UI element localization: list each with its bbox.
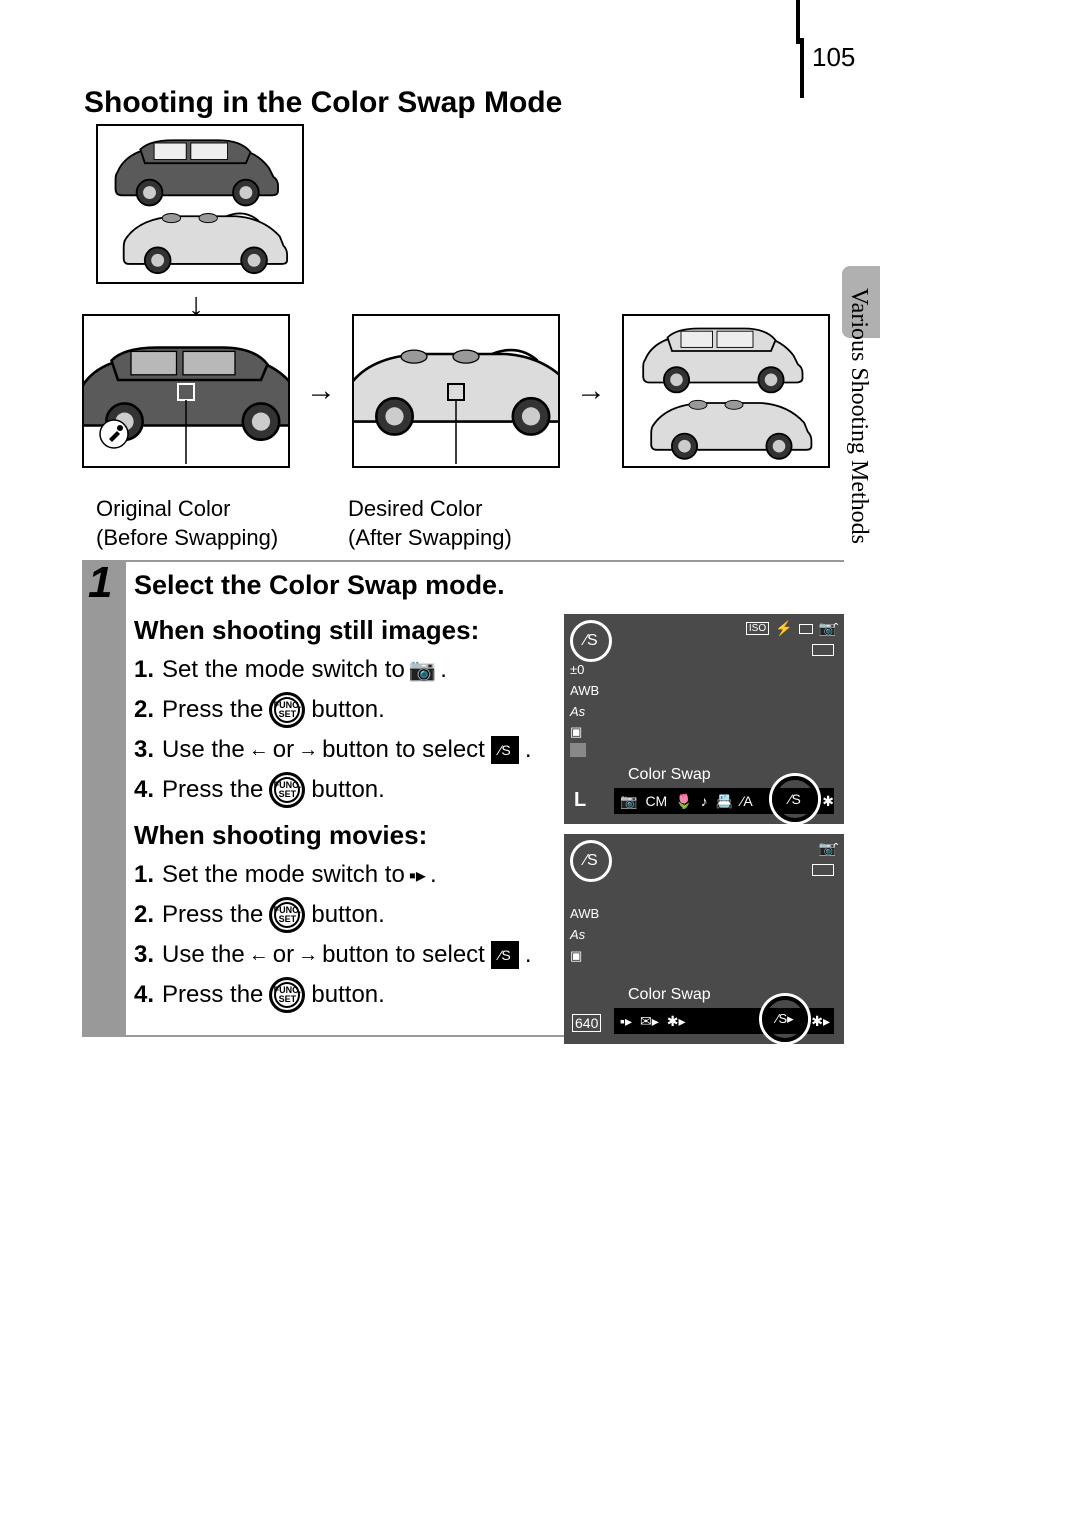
section-title: Shooting in the Color Swap Mode <box>84 86 562 120</box>
color-swap-mode-icon: ⁄S <box>491 736 519 764</box>
mode-icon: ✱▸ <box>811 1013 830 1030</box>
timer-icon: 📷̂ <box>819 620 836 637</box>
lcd-still: ⁄S ISO ⚡ 📷̂ ±0 AWB As ▣ L Color Swap <box>564 614 844 824</box>
highlight-circle-icon: ⁄S▸ <box>762 996 808 1042</box>
mode-icon: 🌷 <box>675 793 692 810</box>
size-indicator: 640 <box>572 1014 601 1032</box>
mode-icon: ✱▸ <box>667 1013 686 1030</box>
func-set-button-icon: FUNC.SET <box>269 692 305 728</box>
side-label: Various Shooting Methods <box>845 288 872 544</box>
step-number: 1 <box>88 558 112 608</box>
lcd-side-icons: ±0 AWB As ▣ <box>570 660 599 757</box>
desired-color-image <box>352 314 560 468</box>
lcd-screenshots: ⁄S ISO ⚡ 📷̂ ±0 AWB As ▣ L Color Swap <box>564 614 844 1054</box>
size-indicator: L <box>574 789 586 812</box>
step-1-block: 1 Select the Color Swap mode. When shoot… <box>82 560 844 1037</box>
mode-icon: 📇 <box>716 793 733 810</box>
flash-icon: ⚡ <box>775 620 792 637</box>
iso-icon: ISO <box>746 622 769 635</box>
right-arrow-icon: → <box>302 374 340 408</box>
func-set-button-icon: FUNC.SET <box>269 897 305 933</box>
caption-desired-l2: (After Swapping) <box>348 525 512 550</box>
before-image-combined <box>96 124 304 284</box>
right-arrow-icon: → <box>298 739 318 762</box>
func-set-button-icon: FUNC.SET <box>269 772 305 808</box>
drive-icon <box>799 624 813 634</box>
mode-indicator-icon: ⁄S <box>570 620 612 662</box>
caption-desired: Desired Color (After Swapping) <box>348 495 512 552</box>
lcd-side-icons: AWB As ▣ <box>570 904 599 966</box>
step-number-bar <box>82 562 126 1035</box>
left-arrow-icon: ← <box>249 739 269 762</box>
camera-icon: 📷 <box>409 657 436 683</box>
right-arrow-icon: → <box>298 944 318 967</box>
color-swap-label: Color Swap <box>628 766 711 784</box>
color-patch-icon <box>570 743 586 757</box>
metering-icon: ▣ <box>570 722 599 743</box>
mode-icon: ♪ <box>701 793 708 809</box>
page-number: 105 <box>800 38 855 98</box>
mode-icon: 📷 <box>620 793 637 810</box>
timer-icon: 📷̂ <box>819 840 836 857</box>
lcd-movie: ⁄S 📷̂ AWB As ▣ 640 Color Swap ▪▸ ✉▸ ✱▸ <box>564 834 844 1044</box>
original-color-image <box>82 314 290 468</box>
battery-icon <box>812 644 834 656</box>
result-image <box>622 314 830 468</box>
mode-icon: CM <box>645 793 667 809</box>
page-number-text: 105 <box>812 42 855 73</box>
mode-indicator-icon: ⁄S <box>570 840 612 882</box>
caption-original-l1: Original Color <box>96 496 231 521</box>
color-swap-label: Color Swap <box>628 986 711 1004</box>
step-title: Select the Color Swap mode. <box>134 570 844 601</box>
mode-icon: ✉▸ <box>640 1013 659 1030</box>
color-swap-movie-mode-icon: ⁄S <box>491 941 519 969</box>
metering-icon: ▣ <box>570 946 599 967</box>
movie-icon: ▪▸ <box>409 863 426 888</box>
right-arrow-icon: → <box>572 374 610 408</box>
mode-icon: ▪▸ <box>620 1013 632 1030</box>
caption-original-l2: (Before Swapping) <box>96 525 278 550</box>
caption-original: Original Color (Before Swapping) <box>96 495 278 552</box>
process-row: → → <box>82 314 830 468</box>
func-set-button-icon: FUNC.SET <box>269 977 305 1013</box>
battery-icon <box>812 864 834 876</box>
caption-desired-l1: Desired Color <box>348 496 483 521</box>
left-arrow-icon: ← <box>249 944 269 967</box>
mode-icon: ✱ <box>822 793 834 810</box>
highlight-circle-icon: ⁄S <box>772 776 818 822</box>
mode-icon: ⁄A <box>741 793 753 809</box>
